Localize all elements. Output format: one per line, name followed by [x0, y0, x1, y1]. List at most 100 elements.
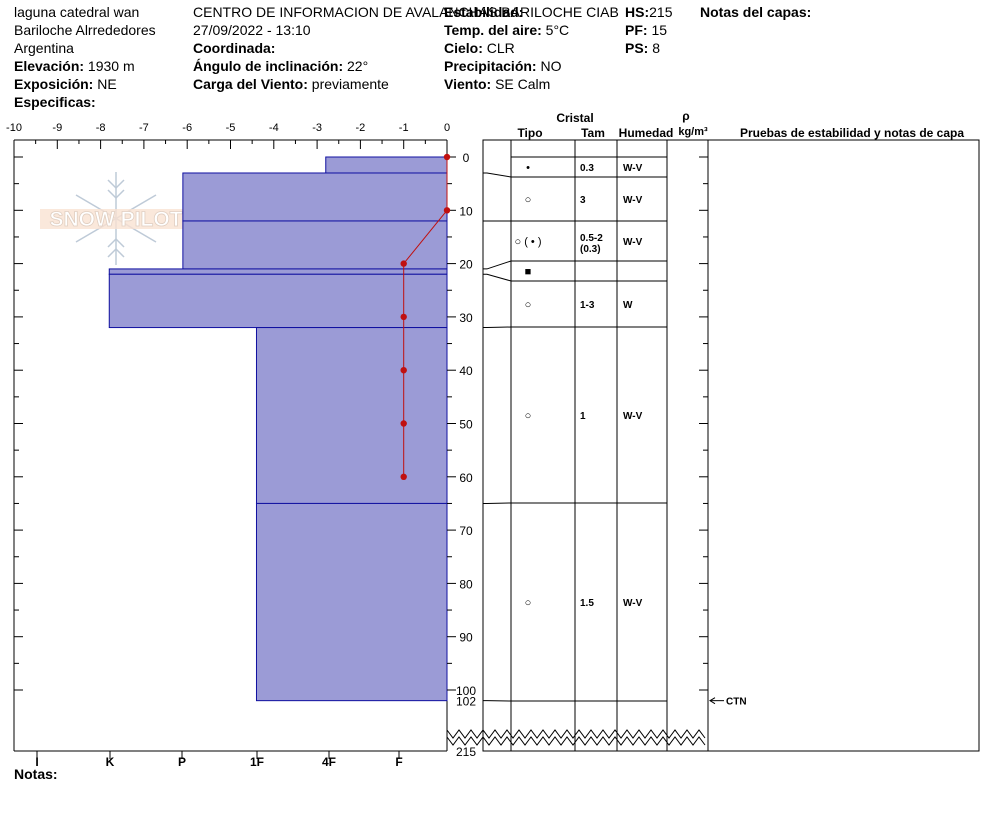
elevation-label: Elevación:: [14, 58, 85, 74]
bottom-depth-label: 102: [456, 695, 476, 709]
temperature-point: [400, 260, 407, 267]
region: Bariloche Alrrededores: [14, 22, 156, 38]
wind-load: Carga del Viento: previamente: [193, 76, 389, 93]
precip-label: Precipitación:: [444, 58, 537, 74]
aspect: Exposición: NE: [14, 76, 117, 93]
stability-label: Estabilidad:: [444, 4, 524, 20]
layer-notes-label: Notas del capas:: [700, 4, 812, 20]
layer-connector: [483, 326, 512, 329]
hardness-tick-label: K: [106, 755, 115, 769]
header-tam: Tam: [581, 126, 605, 140]
depth-tick-label: 10: [459, 204, 473, 218]
snowpilot-logo: SNOW PILOT: [40, 172, 193, 265]
temperature-point: [400, 313, 407, 321]
humidity: W: [623, 300, 633, 311]
crystal-type: ○: [525, 410, 532, 422]
airtemp-label: Temp. del aire:: [444, 22, 542, 38]
humidity: W-V: [623, 411, 643, 422]
temperature-point: [443, 207, 451, 214]
hardness-layer-bar: [108, 273, 448, 329]
layer-table-frame: [482, 139, 980, 752]
hs: HS:215: [625, 4, 672, 21]
depth-tick-label: 20: [459, 258, 473, 272]
hardness-layer-bar: [182, 172, 448, 222]
depth-tick-label: 90: [459, 631, 473, 645]
ctn-arrow: [709, 697, 716, 705]
organization: CENTRO DE INFORMACION DE AVALANCHAS BARI…: [193, 4, 619, 20]
layer-connector: [483, 172, 512, 178]
crystal-size: 1: [580, 411, 586, 422]
temp-tick-label: -9: [52, 122, 62, 134]
notes-label: Notas:: [14, 766, 58, 782]
depth-tick-label: 80: [459, 577, 473, 591]
ps-value: 8: [652, 40, 661, 56]
hardness-tick-label: P: [178, 755, 186, 769]
sky: Cielo: CLR: [444, 40, 515, 57]
specifics-label: Especificas:: [14, 94, 96, 110]
hardness-layer-bar: [255, 502, 448, 702]
country: Argentina: [14, 40, 74, 56]
wind-label: Viento:: [444, 76, 492, 92]
layer-connector: [483, 260, 512, 270]
temp-tick-label: -2: [356, 122, 366, 134]
humidity: W-V: [623, 598, 643, 609]
depth-tick-label: 70: [459, 524, 473, 538]
temp-tick-label: -3: [312, 122, 322, 134]
ps-label: PS:: [625, 40, 649, 56]
wind: Viento: SE Calm: [444, 76, 550, 93]
pf: PF: 15: [625, 22, 667, 39]
air-temp: Temp. del aire: 5°C: [444, 22, 569, 39]
crystal-size: 0.5-2: [580, 233, 603, 244]
aspect-value: NE: [97, 76, 117, 92]
hardness-layer-bar: [255, 327, 448, 504]
pf-label: PF:: [625, 22, 648, 38]
elevation: Elevación: 1930 m: [14, 58, 135, 75]
hardness-tick-label: I: [35, 755, 38, 769]
aspect-label: Exposición:: [14, 76, 94, 92]
crystal-type: ○: [525, 597, 532, 609]
temp-tick-label: -7: [139, 122, 149, 134]
windload-value: previamente: [311, 76, 389, 92]
crystal-size: 1-3: [580, 300, 595, 311]
temp-tick-label: 0: [444, 122, 450, 134]
depth-tick-label: 60: [459, 471, 473, 485]
crystal-size: 3: [580, 195, 586, 206]
crystal-type: ○: [525, 194, 532, 206]
location: laguna catedral wan: [14, 4, 140, 20]
hardness-tick-label: 1F: [250, 755, 264, 769]
elevation-value: 1930 m: [87, 58, 135, 74]
humidity: W-V: [623, 163, 643, 174]
temp-tick-label: -8: [96, 122, 106, 134]
crystal-size: 0.3: [580, 163, 594, 174]
crystal-type: •: [526, 162, 530, 174]
wind-value: SE Calm: [495, 76, 551, 92]
precip-value: NO: [540, 58, 562, 74]
crystal-type: ■: [525, 266, 532, 278]
temp-tick-label: -6: [182, 122, 192, 134]
coordinate-label: Coordinada:: [193, 40, 276, 56]
depth-break-zigzag: [446, 729, 706, 739]
header-cristal: Cristal: [556, 111, 593, 125]
temperature-point: [443, 153, 451, 161]
crystal-type: ○: [525, 299, 532, 311]
logo-text: SNOW PILOT: [50, 208, 183, 231]
humidity: W-V: [623, 237, 643, 248]
slope-label: Ángulo de inclinación:: [193, 58, 344, 74]
ps: PS: 8: [625, 40, 660, 57]
depth-tick-label: 100: [456, 684, 476, 698]
pf-value: 15: [651, 22, 668, 38]
header-rho: ρ: [682, 109, 689, 123]
depth-tick-label: 0: [463, 151, 470, 165]
hardness-tick-label: 4F: [322, 755, 336, 769]
precipitation: Precipitación: NO: [444, 58, 561, 75]
hs-label: HS:: [625, 4, 650, 20]
depth-tick-label: 40: [459, 364, 473, 378]
windload-label: Carga del Viento:: [193, 76, 308, 92]
temperature-point: [400, 367, 407, 374]
slope-value: 22°: [347, 58, 369, 74]
temp-tick-label: -1: [399, 122, 409, 134]
humidity: W-V: [623, 195, 643, 206]
airtemp-value: 5°C: [545, 22, 570, 38]
total-depth-label: 215: [456, 745, 476, 759]
